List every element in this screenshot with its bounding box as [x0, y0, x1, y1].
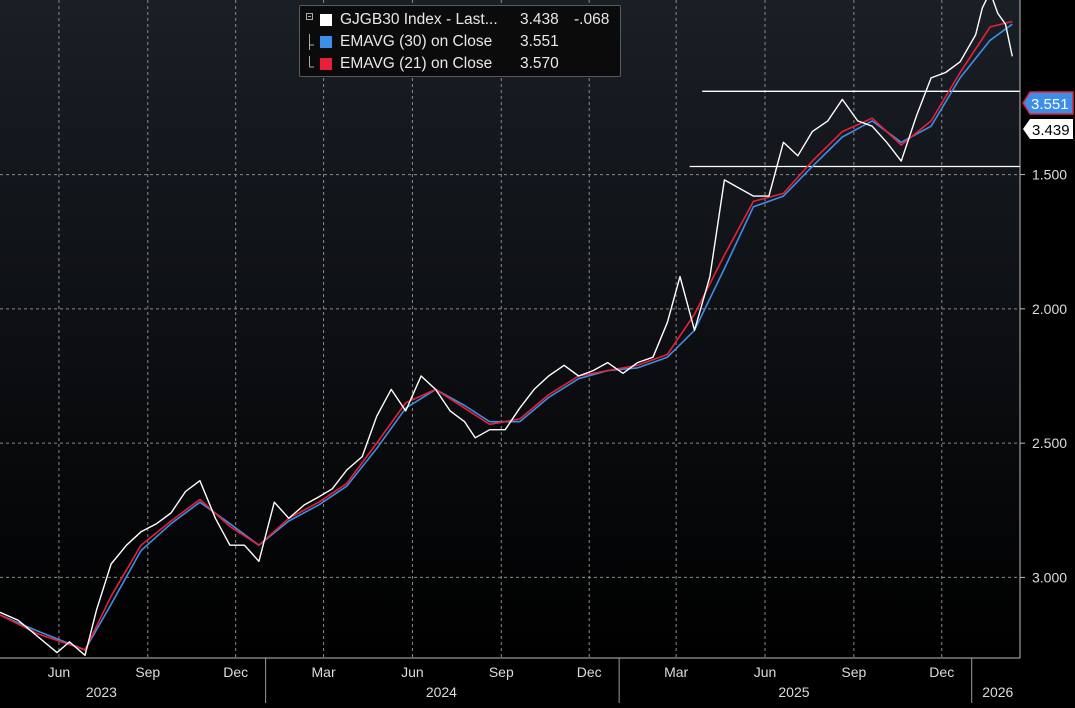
legend-label-ema21: EMAVG (21) on Close [340, 55, 493, 72]
tree-collapse-icon[interactable] [306, 12, 314, 28]
legend: GJGB30 Index - Last... 3.438 -.068 EMAVG… [299, 5, 621, 77]
last-price-tag: 3.439 [1023, 119, 1073, 139]
y-tick-label: 2.500 [1032, 435, 1067, 451]
legend-change-price: -.068 [574, 11, 610, 28]
year-label: 2024 [426, 684, 457, 700]
ema30-tag-label: 3.551 [1031, 96, 1069, 113]
y-tick-label: 3.000 [1032, 569, 1067, 585]
year-label: 2023 [86, 684, 117, 700]
last-price-tag-label: 3.439 [1032, 122, 1070, 139]
month-tick-label: Jun [754, 664, 777, 680]
month-tick-label: Sep [841, 664, 866, 680]
legend-value-ema21: 3.570 [520, 55, 559, 72]
month-tick-label: Dec [577, 664, 602, 680]
legend-swatch-price [320, 14, 332, 26]
tree-branch-end-icon [309, 56, 314, 68]
tree-branch-icon [309, 34, 314, 50]
y-tick-label: 1.500 [1032, 167, 1067, 183]
month-tick-label: Jun [48, 664, 71, 680]
y-tick-label: 2.000 [1032, 301, 1067, 317]
value-tags: 3.551 3.439 [1022, 91, 1074, 139]
resistance-lines [689, 90, 1020, 168]
month-tick-label: Jun [401, 664, 424, 680]
legend-swatch-ema21 [320, 58, 332, 70]
legend-label-ema30: EMAVG (30) on Close [340, 33, 493, 50]
year-label: 2025 [778, 684, 809, 700]
legend-row-ema21: EMAVG (21) on Close 3.570 [306, 53, 620, 75]
ema30-tag: 3.551 [1022, 91, 1074, 115]
legend-value-price: 3.438 [520, 11, 559, 28]
series-price-line [0, 0, 1013, 656]
month-tick-label: Mar [664, 664, 688, 680]
legend-value-ema30: 3.551 [520, 33, 559, 50]
month-tick-label: Mar [312, 664, 336, 680]
series-ema21-line [0, 20, 1013, 651]
legend-label-price: GJGB30 Index - Last... [340, 11, 498, 28]
plot-background [0, 0, 1020, 658]
series-ema30-line [0, 23, 1013, 651]
year-label: 2026 [982, 684, 1013, 700]
grid [0, 0, 1020, 658]
legend-swatch-ema30 [320, 36, 332, 48]
legend-row-price: GJGB30 Index - Last... 3.438 -.068 [306, 9, 620, 31]
month-tick-label: Sep [135, 664, 160, 680]
month-tick-label: Sep [489, 664, 514, 680]
month-tick-label: Dec [223, 664, 248, 680]
month-tick-label: Dec [929, 664, 954, 680]
legend-row-ema30: EMAVG (30) on Close 3.551 [306, 31, 620, 53]
series-group [0, 0, 1013, 656]
